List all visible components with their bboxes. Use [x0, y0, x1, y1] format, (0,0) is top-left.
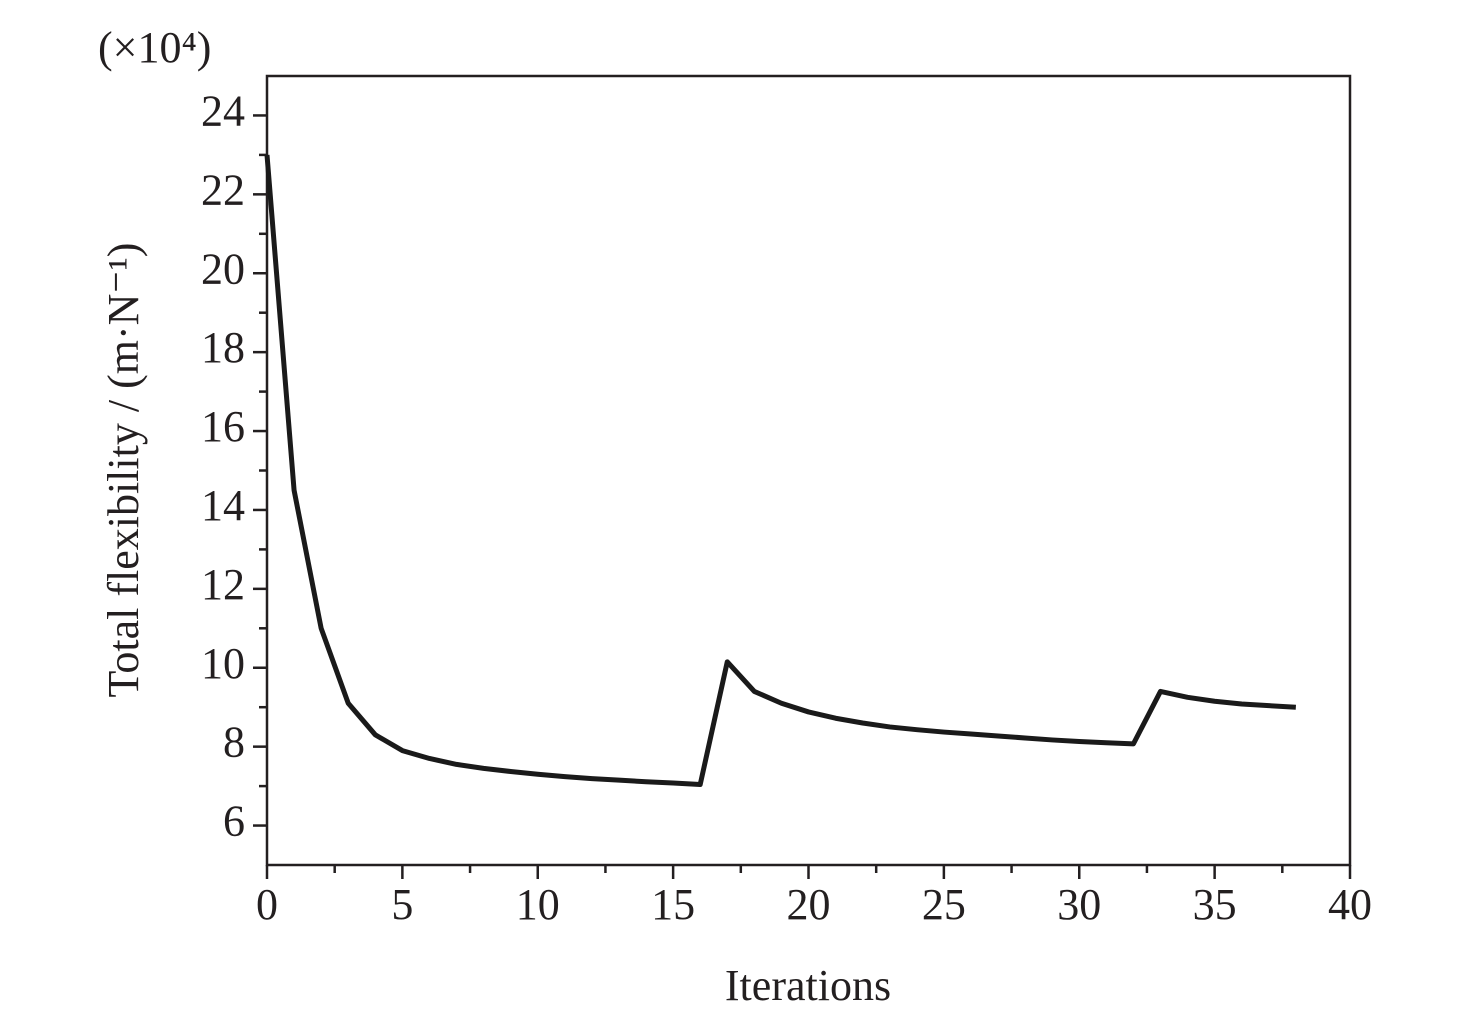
y-tick-label: 8: [223, 718, 245, 767]
x-tick-label: 10: [516, 880, 560, 929]
y-tick-label: 6: [223, 797, 245, 846]
y-tick-label: 14: [201, 481, 245, 530]
x-tick-label: 35: [1193, 880, 1237, 929]
x-tick-label: 25: [922, 880, 966, 929]
y-tick-label: 18: [201, 323, 245, 372]
x-tick-label: 40: [1328, 880, 1372, 929]
y-tick-label: 22: [201, 165, 245, 214]
x-tick-label: 20: [787, 880, 831, 929]
plot-frame: [265, 74, 1352, 867]
y-tick-label: 20: [201, 244, 245, 293]
x-tick-label: 15: [651, 880, 695, 929]
y-tick-label: 24: [201, 87, 245, 136]
multiplier-label: (×10⁴): [98, 23, 211, 72]
y-axis-label: Total flexibility / (m·N⁻¹): [99, 243, 148, 698]
x-tick-label: 5: [391, 880, 413, 929]
y-tick-label: 12: [201, 560, 245, 609]
y-tick-label: 10: [201, 639, 245, 688]
data-line: [264, 154, 1296, 788]
x-axis-label: Iterations: [725, 961, 891, 1010]
x-tick-label: 0: [256, 880, 278, 929]
y-tick-label: 16: [201, 402, 245, 451]
x-tick-label: 30: [1057, 880, 1101, 929]
